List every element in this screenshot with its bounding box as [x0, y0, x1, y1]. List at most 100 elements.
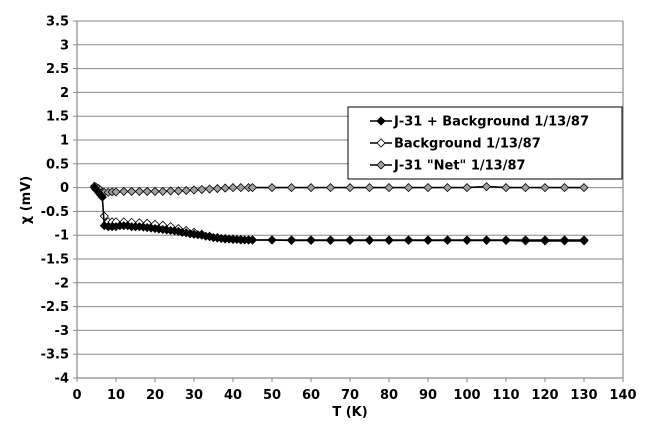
data-point-marker — [236, 183, 246, 193]
x-tick-label: 90 — [419, 388, 437, 403]
x-tick-label: 30 — [185, 388, 203, 403]
x-tick-label: 60 — [302, 388, 320, 403]
data-point-marker — [325, 183, 336, 193]
y-tick-label: -2.5 — [41, 300, 69, 315]
data-point-marker — [520, 235, 531, 245]
y-tick-label: 0.5 — [46, 157, 69, 172]
x-tick-label: 0 — [72, 388, 81, 403]
data-point-marker — [247, 235, 258, 245]
x-axis-title: T (K) — [332, 405, 367, 420]
x-tick-labels: 0 10 20 30 40 50 60 70 80 90 100 110 120 130 140 — [72, 388, 636, 403]
data-point-marker — [579, 235, 589, 245]
y-tick-label: -3 — [55, 324, 69, 339]
data-point-marker — [197, 184, 207, 195]
x-tick-label: 80 — [380, 388, 398, 403]
data-point-marker — [481, 235, 492, 245]
data-point-marker — [150, 186, 160, 196]
data-point-marker — [247, 183, 258, 193]
data-point-marker — [142, 186, 152, 196]
y-tick-label: 1 — [60, 134, 69, 149]
series-2 — [89, 181, 589, 197]
legend-marker-icon — [376, 160, 386, 170]
y-tick-label: 1.5 — [46, 110, 69, 125]
data-point-marker — [119, 186, 129, 196]
data-point-marker — [559, 235, 570, 245]
data-point-marker — [189, 185, 199, 195]
legend: J-31 + Background 1/13/87 Background 1/13… — [347, 106, 623, 180]
data-point-marker — [181, 185, 191, 196]
data-point-marker — [403, 235, 414, 245]
data-point-marker — [579, 183, 589, 193]
data-point-marker — [205, 184, 215, 194]
data-point-marker — [540, 183, 550, 193]
y-axis-title: χ (mV) — [19, 176, 34, 224]
x-tick-label: 40 — [224, 388, 242, 403]
data-point-marker — [127, 186, 137, 196]
x-tick-label: 100 — [453, 388, 480, 403]
data-point-marker — [423, 235, 433, 245]
legend-box — [347, 106, 623, 180]
x-tick-label: 20 — [146, 388, 164, 403]
legend-marker-icon — [376, 116, 386, 126]
axes — [76, 21, 624, 382]
data-point-marker — [501, 183, 511, 193]
y-tick-labels: 3.5 3 2.5 2 1.5 1 0.5 0 -0.5 -1 -1.5 -2 -2.5 -3 -3.5 -4 — [41, 15, 69, 387]
data-point-marker — [267, 183, 277, 193]
x-tick-label: 120 — [531, 388, 558, 403]
data-point-marker — [134, 186, 144, 196]
data-point-marker — [423, 183, 433, 193]
y-tick-label: 3.5 — [46, 15, 69, 30]
legend-entry-label: Background 1/13/87 — [394, 137, 541, 152]
data-series — [89, 181, 589, 246]
data-point-marker — [559, 183, 570, 193]
data-point-marker — [442, 235, 453, 245]
data-point-marker — [173, 186, 183, 196]
data-point-marker — [540, 235, 550, 245]
x-tick-label: 70 — [341, 388, 359, 403]
y-tick-label: -0.5 — [41, 205, 69, 220]
data-point-marker — [520, 183, 531, 193]
data-point-marker — [325, 235, 336, 245]
data-point-marker — [481, 182, 492, 192]
x-tick-label: 110 — [492, 388, 519, 403]
data-point-marker — [384, 235, 394, 245]
data-point-marker — [220, 183, 230, 193]
x-tick-label: 50 — [263, 388, 281, 403]
y-tick-label: -3.5 — [41, 348, 69, 363]
series-0 — [89, 183, 589, 245]
data-point-marker — [442, 183, 453, 193]
y-tick-label: 2.5 — [46, 62, 69, 77]
data-point-marker — [306, 235, 316, 245]
data-point-marker — [403, 183, 414, 193]
y-tick-label: -1 — [55, 229, 69, 244]
legend-entry-label: J-31 + Background 1/13/87 — [393, 115, 589, 130]
data-point-marker — [286, 183, 297, 193]
legend-entry-label: J-31 "Net" 1/13/87 — [393, 159, 526, 174]
legend-marker-icon — [376, 138, 386, 148]
data-point-marker — [228, 183, 238, 193]
data-point-marker — [286, 235, 297, 245]
data-point-marker — [364, 235, 375, 245]
x-tick-label: 130 — [570, 388, 597, 403]
y-tick-label: -2 — [55, 276, 69, 291]
data-point-marker — [462, 183, 472, 193]
data-point-marker — [384, 183, 394, 193]
data-point-marker — [462, 235, 472, 245]
x-tick-label: 10 — [107, 388, 125, 403]
gridlines — [73, 20, 623, 379]
y-tick-label: 2 — [60, 86, 69, 101]
data-point-marker — [166, 186, 176, 196]
data-point-marker — [97, 192, 107, 202]
data-point-marker — [212, 183, 222, 194]
data-point-marker — [501, 235, 511, 245]
y-tick-label: -4 — [55, 372, 69, 387]
data-point-marker — [111, 187, 121, 197]
y-tick-label: 0 — [60, 181, 69, 196]
y-tick-label: -1.5 — [41, 253, 69, 268]
data-point-marker — [364, 183, 375, 193]
data-point-marker — [158, 186, 168, 196]
data-point-marker — [345, 235, 355, 245]
y-tick-label: 3 — [60, 38, 69, 53]
x-tick-label: 140 — [609, 388, 636, 403]
